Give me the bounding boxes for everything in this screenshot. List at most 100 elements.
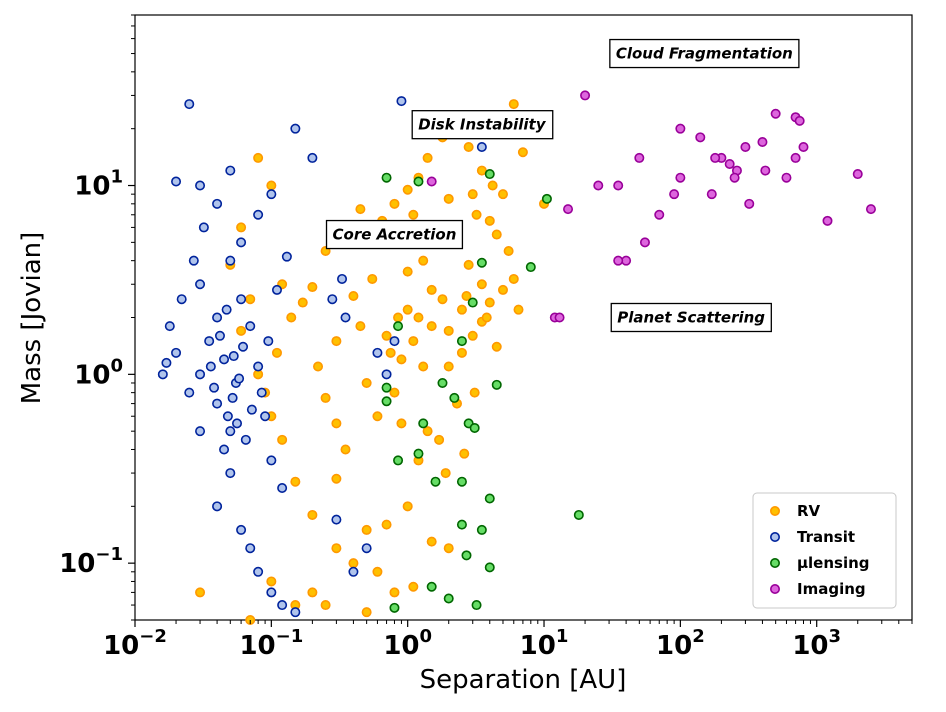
x-tick-label: 101 [520,626,569,661]
data-point [176,294,187,305]
data-point [426,284,437,295]
legend-label: Imaging [797,580,866,598]
y-tick-label: 10−1 [59,544,123,579]
data-point [348,566,359,577]
data-point [225,468,236,479]
data-point [706,189,717,200]
data-point [449,392,460,403]
legend-item: Imaging [769,580,866,598]
data-point [675,123,686,134]
data-point [456,519,467,530]
series-3 [426,90,876,323]
data-point [271,347,282,358]
legend-marker [769,557,780,568]
data-point [219,354,230,365]
data-point [320,600,331,611]
annotations-layer: Cloud Fragmentation Disk Instability Core … [325,38,800,333]
data-point [212,398,223,409]
data-point [389,387,400,398]
data-point [184,99,195,110]
data-point [240,434,251,445]
data-point [476,141,487,152]
data-point [729,172,740,183]
data-point [484,215,495,226]
data-point [219,444,230,455]
legend-item: Transit [769,528,855,546]
data-point [426,176,437,187]
data-point [461,550,472,561]
x-tick-label: 102 [656,626,705,661]
data-point [459,448,470,459]
data-point [508,99,519,110]
data-point [245,294,256,305]
data-point [297,297,308,308]
data-point [277,483,288,494]
annotation-text: Core Accretion [333,226,457,244]
data-point [225,165,236,176]
data-point [171,347,182,358]
data-point [456,336,467,347]
data-point [348,290,359,301]
data-point [613,255,624,266]
data-point [381,172,392,183]
data-point [476,279,487,290]
data-point [381,369,392,380]
data-point [402,184,413,195]
data-point [471,600,482,611]
data-point [426,581,437,592]
data-point [503,246,514,257]
data-point [236,294,247,305]
data-point [212,501,223,512]
data-point [385,347,396,358]
data-point [228,351,239,362]
data-point [340,312,351,323]
data-point [418,361,429,372]
data-point [467,189,478,200]
annotation-box [325,219,464,250]
data-point [389,336,400,347]
data-point [372,566,383,577]
data-point [456,476,467,487]
data-point [740,141,751,152]
data-point [654,209,665,220]
data-point [367,273,378,284]
data-point [313,361,324,372]
data-point [236,222,247,233]
data-point [212,312,223,323]
data-point [487,180,498,191]
data-point [422,152,433,163]
data-point [437,294,448,305]
data-point [413,312,424,323]
data-point [281,251,292,262]
annotation-box [411,110,554,140]
data-point [852,169,863,180]
data-point [476,165,487,176]
legend-item: RV [769,502,821,520]
data-point [634,152,645,163]
data-point [209,382,220,393]
data-point [381,330,392,341]
data-point [381,382,392,393]
data-point [418,255,429,266]
data-point [161,357,172,368]
data-point [434,434,445,445]
data-point [757,137,768,148]
data-point [205,361,216,372]
data-point [443,361,454,372]
x-tick-label: 10−2 [103,626,167,661]
data-point [238,341,249,352]
annotation-label: Cloud Fragmentation [609,38,800,69]
data-point [361,543,372,554]
data-point [563,204,574,215]
data-point [822,215,833,226]
data-point [266,576,277,587]
data-point [408,336,419,347]
data-point [245,543,256,554]
data-point [232,418,243,429]
data-point [593,180,604,191]
x-axis-title: Separation [AU] [420,665,627,695]
data-point [290,607,301,618]
data-point [443,193,454,204]
data-point [463,259,474,270]
data-point [195,587,206,598]
